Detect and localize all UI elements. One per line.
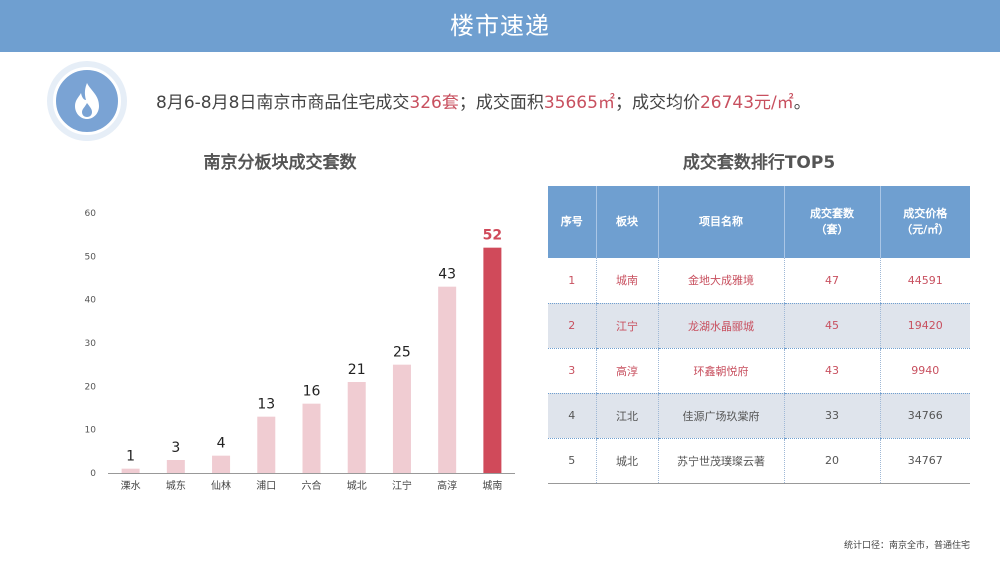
cell-project: 金地大成雅境 — [657, 258, 784, 304]
summary-price: 26743元/㎡ — [699, 93, 794, 113]
x-tick-label: 溧水 — [121, 479, 141, 492]
table-title: 成交套数排行TOP5 — [682, 153, 836, 173]
summary-suffix: 。 — [793, 93, 811, 113]
summary-mid2: ；成交均价 — [614, 93, 700, 113]
cell-price: 19420 — [879, 303, 970, 349]
chart-title: 南京分板块成交套数 — [203, 153, 357, 173]
table-row: 2 江宁 龙湖水晶郦城 45 19420 — [548, 303, 970, 349]
cell-project: 佳源广场玖棠府 — [657, 393, 784, 439]
bar — [347, 382, 366, 473]
table-row: 5 城北 苏宁世茂璞璨云著 20 34767 — [548, 438, 970, 484]
cell-units: 33 — [783, 393, 880, 439]
table-row: 3 高淳 环鑫朝悦府 43 9940 — [548, 348, 970, 394]
cell-no: 4 — [548, 393, 596, 439]
cell-no: 2 — [548, 303, 596, 349]
summary-units: 326套 — [409, 93, 459, 113]
cell-units: 47 — [783, 258, 880, 304]
summary-prefix: 8月6-8月8日南京市商品住宅成交 — [156, 93, 410, 113]
header-bar: 楼市速递 — [0, 0, 1000, 52]
cell-project: 环鑫朝悦府 — [657, 348, 784, 394]
bar-value-label: 21 — [348, 362, 366, 378]
summary-line: 8月6-8月8日南京市商品住宅成交326套；成交面积35665㎡；成交均价267… — [156, 88, 976, 118]
bar-value-label: 25 — [393, 345, 411, 361]
x-tick-label: 仙林 — [211, 479, 231, 492]
x-tick-label: 城东 — [166, 479, 186, 492]
bar — [302, 403, 321, 473]
logo-ring — [53, 67, 121, 135]
bar-value-label: 43 — [438, 267, 456, 283]
cell-block: 江宁 — [595, 303, 658, 349]
header-units-line1: 成交套数 — [810, 207, 854, 220]
bar — [166, 460, 185, 473]
y-tick-label: 0 — [90, 469, 96, 479]
bar-value-label: 3 — [171, 440, 180, 456]
header-no: 序号 — [548, 186, 596, 258]
cell-block: 城北 — [595, 438, 658, 484]
y-tick-label: 10 — [85, 426, 97, 436]
cell-no: 5 — [548, 438, 596, 484]
header-block: 板块 — [595, 186, 658, 258]
y-tick-label: 20 — [85, 382, 97, 392]
ranking-table: 序号 板块 项目名称 成交套数 （套） 成交价格 （元/㎡） 1 城南 金地大成… — [548, 186, 970, 484]
y-tick-label: 50 — [85, 252, 97, 262]
bar — [483, 247, 502, 473]
cell-price: 44591 — [879, 258, 970, 304]
table-row: 4 江北 佳源广场玖棠府 33 34766 — [548, 393, 970, 439]
header-price-line1: 成交价格 — [903, 207, 948, 220]
cell-block: 江北 — [595, 393, 658, 439]
table-header-row: 序号 板块 项目名称 成交套数 （套） 成交价格 （元/㎡） — [548, 186, 970, 258]
cell-units: 45 — [783, 303, 880, 349]
cell-price: 34766 — [879, 393, 970, 439]
cell-no: 1 — [548, 258, 596, 304]
summary-mid1: ；成交面积 — [458, 93, 544, 113]
table-row: 1 城南 金地大成雅境 47 44591 — [548, 258, 970, 304]
x-tick-label: 浦口 — [256, 479, 276, 492]
cell-project: 龙湖水晶郦城 — [657, 303, 784, 349]
flame-icon — [75, 83, 99, 119]
header-units: 成交套数 （套） — [783, 186, 880, 258]
y-tick-label: 30 — [85, 339, 97, 349]
cell-units: 43 — [783, 348, 880, 394]
header-project: 项目名称 — [657, 186, 784, 258]
cell-project: 苏宁世茂璞璨云著 — [657, 438, 784, 484]
y-tick-label: 40 — [85, 296, 97, 306]
bar — [212, 455, 231, 473]
cell-units: 20 — [783, 438, 880, 484]
footnote: 统计口径：南京全市，普通住宅 — [843, 541, 970, 551]
x-tick-label: 江宁 — [392, 479, 412, 492]
bar — [257, 416, 276, 473]
x-tick-label: 六合 — [302, 479, 322, 492]
x-tick-label: 高淳 — [437, 479, 457, 492]
bar-value-label: 13 — [257, 397, 275, 413]
cell-price: 9940 — [879, 348, 970, 394]
header-units-line2: （套） — [815, 223, 849, 236]
bar-value-label: 4 — [217, 436, 226, 452]
cell-price: 34767 — [879, 438, 970, 484]
cell-block: 高淳 — [595, 348, 658, 394]
bar — [392, 364, 411, 473]
bar-value-label: 16 — [303, 384, 321, 400]
logo-badge — [47, 61, 127, 141]
bar-value-label: 1 — [126, 449, 135, 465]
y-tick-label: 60 — [85, 209, 97, 219]
cell-no: 3 — [548, 348, 596, 394]
x-tick-label: 城北 — [347, 480, 367, 492]
summary-area: 35665㎡ — [543, 93, 615, 113]
cell-block: 城南 — [595, 258, 658, 304]
bar — [121, 468, 140, 473]
bar-value-label: 52 — [483, 228, 502, 244]
header-price-line2: （元/㎡） — [901, 223, 950, 236]
bar — [438, 286, 457, 473]
page-title: 楼市速递 — [450, 12, 550, 40]
header-price: 成交价格 （元/㎡） — [879, 186, 970, 258]
x-tick-label: 城南 — [482, 479, 502, 492]
bar-chart: 0 10 20 30 40 50 60 1 溧水 3 城东 4 仙林 13 浦口 16 六合 21 城北 25 江宁 43… — [85, 209, 515, 492]
